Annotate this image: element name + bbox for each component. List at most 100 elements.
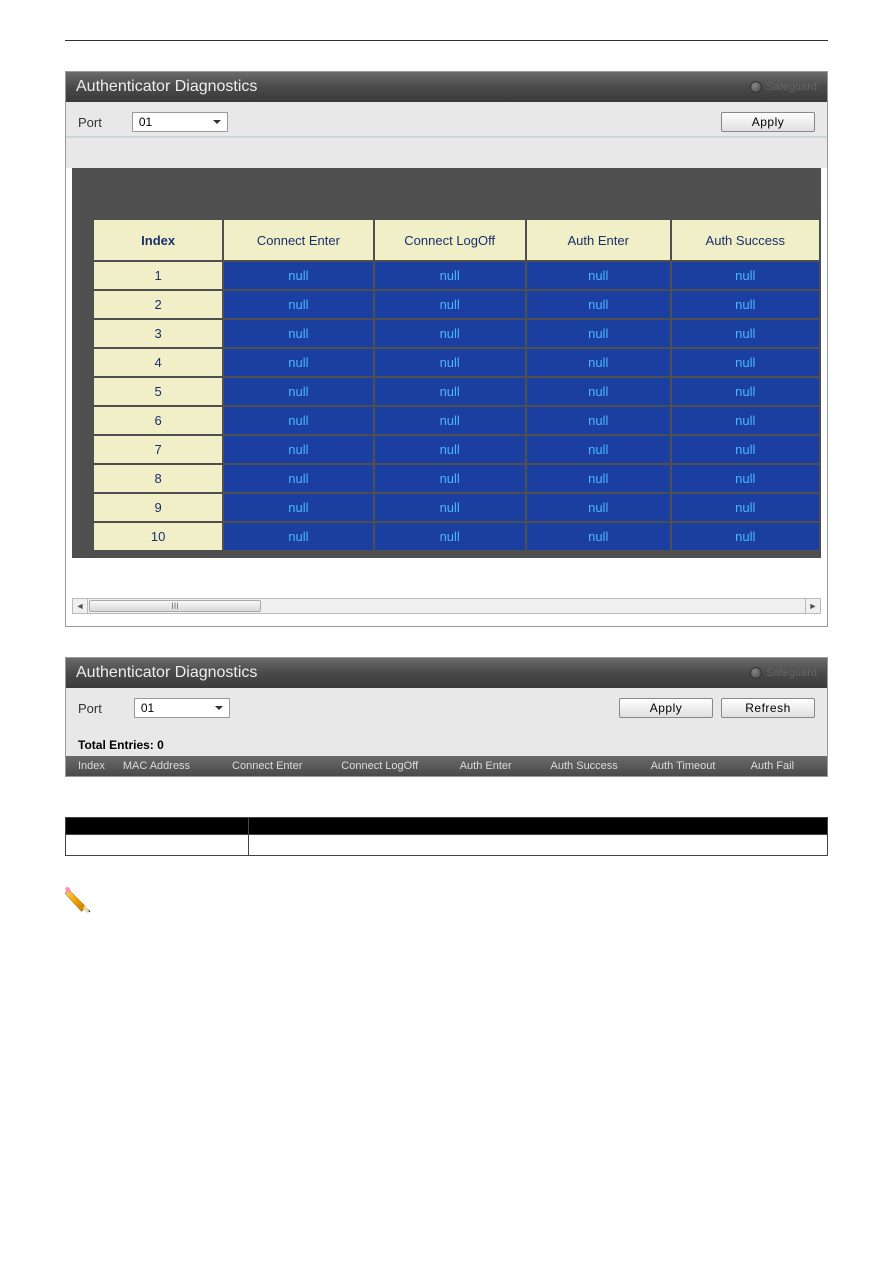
list-header-col: Auth Success	[547, 760, 647, 772]
table-row: 7nullnullnullnull	[94, 436, 819, 463]
index-cell: 7	[94, 436, 222, 463]
value-cell: null	[375, 349, 525, 376]
col-header: Connect LogOff	[375, 220, 525, 260]
safeguard-badge: Safeguard	[750, 81, 817, 93]
index-cell: 6	[94, 407, 222, 434]
list-header-col: Auth Enter	[456, 760, 547, 772]
port-select-value: 01	[141, 701, 154, 715]
value-cell: null	[527, 523, 670, 550]
parameter-section	[65, 817, 828, 856]
value-cell: null	[527, 494, 670, 521]
list-header-col: Auth Fail	[747, 760, 819, 772]
refresh-button[interactable]: Refresh	[721, 698, 815, 718]
value-cell: null	[224, 407, 372, 434]
value-cell: null	[672, 378, 819, 405]
index-cell: 1	[94, 262, 222, 289]
value-cell: null	[375, 262, 525, 289]
diagnostics-panel-1: Authenticator Diagnostics Safeguard Port…	[65, 71, 828, 627]
value-cell: null	[224, 320, 372, 347]
value-cell: null	[672, 349, 819, 376]
param-header-col2	[248, 818, 827, 835]
port-label: Port	[78, 115, 102, 130]
value-cell: null	[375, 523, 525, 550]
value-cell: null	[375, 436, 525, 463]
port-select[interactable]: 01	[132, 112, 228, 132]
scroll-right-icon[interactable]: ►	[805, 599, 820, 613]
diag-table-container: IndexConnect EnterConnect LogOffAuth Ent…	[72, 168, 821, 558]
table-row: 2nullnullnullnull	[94, 291, 819, 318]
toolbar: Port 01 Apply	[66, 102, 827, 138]
value-cell: null	[224, 494, 372, 521]
value-cell: null	[672, 465, 819, 492]
value-cell: null	[224, 378, 372, 405]
panel-header: Authenticator Diagnostics Safeguard	[66, 658, 827, 688]
port-label: Port	[78, 701, 102, 716]
value-cell: null	[224, 349, 372, 376]
index-cell: 5	[94, 378, 222, 405]
value-cell: null	[672, 494, 819, 521]
list-header-col: Index	[74, 760, 119, 772]
scroll-thumb[interactable]: III	[89, 600, 261, 612]
port-select-value: 01	[139, 115, 152, 129]
apply-button[interactable]: Apply	[619, 698, 713, 718]
value-cell: null	[672, 291, 819, 318]
port-select[interactable]: 01	[134, 698, 230, 718]
list-header-col: Connect LogOff	[337, 760, 455, 772]
top-rule	[65, 40, 828, 41]
value-cell: null	[224, 465, 372, 492]
value-cell: null	[672, 407, 819, 434]
table-row: 6nullnullnullnull	[94, 407, 819, 434]
list-header-col: Auth Timeout	[647, 760, 747, 772]
note-block	[65, 886, 828, 916]
param-cell-col1	[66, 835, 249, 856]
value-cell: null	[672, 262, 819, 289]
diagnostics-panel-2: Authenticator Diagnostics Safeguard Port…	[65, 657, 828, 777]
value-cell: null	[672, 523, 819, 550]
index-cell: 8	[94, 465, 222, 492]
index-cell: 3	[94, 320, 222, 347]
table-row: 1nullnullnullnull	[94, 262, 819, 289]
scroll-left-icon[interactable]: ◄	[73, 599, 88, 613]
param-header-col1	[66, 818, 249, 835]
value-cell: null	[672, 320, 819, 347]
value-cell: null	[224, 262, 372, 289]
list-header: IndexMAC AddressConnect EnterConnect Log…	[66, 756, 827, 776]
total-entries-label: Total Entries: 0	[66, 722, 827, 756]
table-row: 3nullnullnullnull	[94, 320, 819, 347]
value-cell: null	[224, 291, 372, 318]
diag-table: IndexConnect EnterConnect LogOffAuth Ent…	[92, 218, 821, 552]
safeguard-label: Safeguard	[766, 667, 817, 679]
col-header: Auth Enter	[527, 220, 670, 260]
safeguard-dot-icon	[750, 81, 762, 93]
parameter-table	[65, 817, 828, 856]
param-cell-col2	[248, 835, 827, 856]
safeguard-badge: Safeguard	[750, 667, 817, 679]
value-cell: null	[375, 378, 525, 405]
panel-title: Authenticator Diagnostics	[76, 664, 257, 682]
panel-title: Authenticator Diagnostics	[76, 78, 257, 96]
apply-button[interactable]: Apply	[721, 112, 815, 132]
value-cell: null	[224, 436, 372, 463]
table-row: 8nullnullnullnull	[94, 465, 819, 492]
value-cell: null	[527, 320, 670, 347]
table-row: 5nullnullnullnull	[94, 378, 819, 405]
value-cell: null	[527, 465, 670, 492]
panel-header: Authenticator Diagnostics Safeguard	[66, 72, 827, 102]
value-cell: null	[224, 523, 372, 550]
col-header-index: Index	[94, 220, 222, 260]
index-cell: 4	[94, 349, 222, 376]
index-cell: 2	[94, 291, 222, 318]
value-cell: null	[375, 494, 525, 521]
value-cell: null	[527, 407, 670, 434]
value-cell: null	[527, 436, 670, 463]
value-cell: null	[527, 291, 670, 318]
col-header: Connect Enter	[224, 220, 372, 260]
safeguard-dot-icon	[750, 667, 762, 679]
value-cell: null	[375, 291, 525, 318]
table-row	[66, 835, 828, 856]
value-cell: null	[527, 378, 670, 405]
col-header: Auth Success	[672, 220, 819, 260]
horizontal-scrollbar[interactable]: ◄ III ►	[72, 598, 821, 614]
value-cell: null	[375, 407, 525, 434]
table-row: 9nullnullnullnull	[94, 494, 819, 521]
